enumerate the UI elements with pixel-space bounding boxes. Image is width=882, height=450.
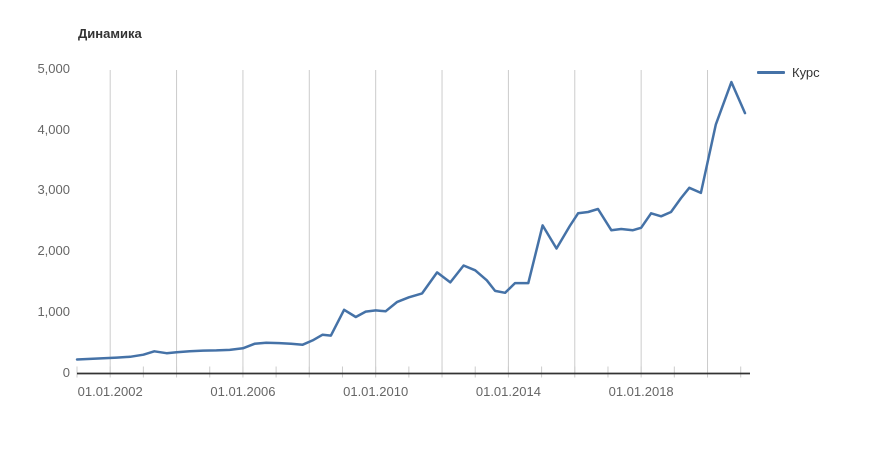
y-axis-label: 5,000 [37,61,70,76]
legend-line-sample [757,71,785,74]
y-axis-label: 4,000 [37,121,70,137]
legend-label: Курс [792,65,820,80]
y-axis-label: 3,000 [37,182,70,198]
x-axis-label: 01.01.2014 [475,383,541,399]
chart-title: Динамика [78,26,142,41]
series-line-Курс[interactable] [75,80,747,361]
y-axis-label: 1,000 [37,303,70,319]
y-axis-label: 0 [62,364,70,380]
y-axis-label: 2,000 [37,243,70,259]
x-axis-label: 01.01.2006 [210,383,276,399]
x-axis-label: 01.01.2018 [608,383,674,399]
legend-item-kurs[interactable]: Курс [757,65,820,80]
x-axis-label: 01.01.2010 [343,383,409,399]
x-axis-label: 01.01.2002 [77,383,143,399]
